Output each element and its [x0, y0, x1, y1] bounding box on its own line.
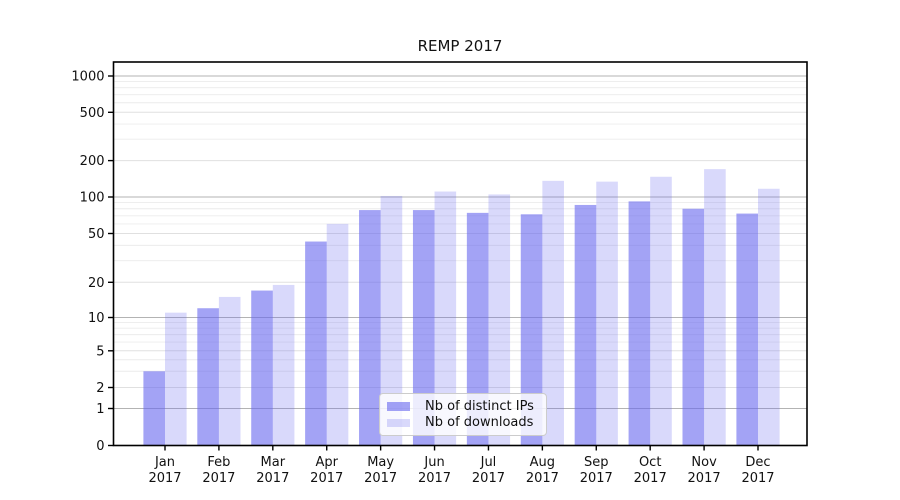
bar-distinct-ips-11: [736, 213, 758, 446]
legend-label-downloads: Nb of downloads: [425, 415, 534, 431]
x-tick-label: Jan 2017: [148, 455, 181, 486]
y-tick-label: 10: [88, 311, 105, 326]
bar-distinct-ips-10: [682, 208, 705, 446]
y-tick-label: 1000: [71, 70, 104, 85]
bar-downloads-2: [272, 284, 295, 446]
x-tick-label: Apr 2017: [310, 455, 343, 486]
legend-item-distinct-ips: Nb of distinct IPs: [387, 400, 538, 413]
x-axis: Jan 2017 Feb 2017 Mar 2017 Apr 2017 May 2017 Jun 20…: [148, 445, 775, 486]
bar-downloads-10: [704, 169, 726, 446]
legend: Nb of distinct IPs Nb of downloads: [379, 393, 547, 436]
bar-downloads-5: [434, 191, 457, 446]
y-tick-label: 20: [88, 276, 105, 291]
legend-swatch-distinct-ips: [387, 402, 410, 411]
y-tick-label: 100: [80, 191, 105, 206]
legend-item-downloads: Nb of downloads: [387, 416, 538, 429]
bar-downloads-1: [218, 296, 241, 446]
y-tick-label: 500: [80, 106, 105, 121]
y-tick-label: 50: [88, 227, 105, 242]
x-tick-label: May 2017: [364, 455, 397, 486]
bars: [143, 169, 780, 446]
bar-downloads-6: [488, 194, 511, 446]
legend-label-distinct-ips: Nb of distinct IPs: [425, 398, 534, 414]
bar-downloads-11: [757, 188, 780, 446]
x-tick-label: Oct 2017: [634, 455, 667, 486]
bar-distinct-ips-9: [628, 201, 651, 446]
bar-distinct-ips-4: [359, 210, 381, 446]
chart-title: REMP 2017: [417, 37, 503, 55]
x-tick-label: Jun 2017: [418, 455, 451, 486]
x-tick-label: Jul 2017: [472, 455, 505, 486]
bar-downloads-3: [326, 223, 349, 446]
y-tick-label: 2: [96, 381, 104, 396]
bar-downloads-7: [542, 180, 564, 446]
axes-spines: [112, 61, 808, 447]
bar-downloads-4: [380, 195, 403, 446]
bar-distinct-ips-3: [305, 241, 327, 446]
bar-distinct-ips-1: [197, 308, 219, 446]
bar-downloads-0: [165, 312, 187, 446]
bar-downloads-9: [650, 176, 672, 446]
x-tick-label: Aug 2017: [526, 455, 559, 486]
bar-distinct-ips-6: [466, 212, 489, 446]
y-axis: 0 1 2 5 10 20 50 100 200 500 1000: [71, 70, 114, 454]
bar-distinct-ips-0: [143, 371, 165, 446]
bar-distinct-ips-8: [574, 204, 597, 446]
x-tick-label: Dec 2017: [741, 455, 774, 486]
y-tick-label: 5: [96, 344, 104, 359]
bar-distinct-ips-2: [251, 290, 273, 446]
x-tick-label: Nov 2017: [688, 455, 721, 486]
y-tick-label: 200: [80, 154, 105, 169]
y-tick-label: 0: [96, 439, 104, 454]
x-tick-label: Sep 2017: [580, 455, 613, 486]
bar-distinct-ips-7: [520, 214, 543, 446]
x-tick-label: Feb 2017: [202, 455, 235, 486]
y-tick-label: 1: [96, 402, 104, 417]
x-tick-label: Mar 2017: [256, 455, 289, 486]
legend-swatch-downloads: [387, 418, 410, 427]
bar-downloads-8: [596, 181, 618, 446]
bar-distinct-ips-5: [412, 210, 435, 446]
